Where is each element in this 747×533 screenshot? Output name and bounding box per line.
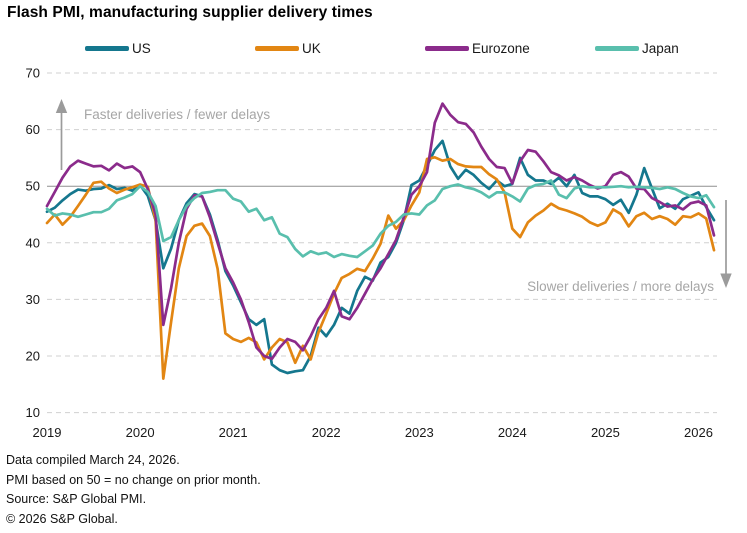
x-axis-label-2022: 2022: [312, 425, 341, 440]
annotation-faster-deliveries: Faster deliveries / fewer delays: [84, 107, 270, 122]
footer-source: Source: S&P Global PMI.: [6, 492, 147, 506]
legend-label-eurozone: Eurozone: [472, 40, 530, 56]
footer-pmi-note: PMI based on 50 = no change on prior mon…: [6, 472, 261, 487]
y-axis-label-20: 20: [26, 349, 40, 364]
y-axis-label-50: 50: [26, 179, 40, 194]
y-axis-label-60: 60: [26, 122, 40, 137]
axis-labels: 10 20 30 40 50 60 70 2019 2020 2021 2022 2023 2024 20…: [26, 66, 713, 441]
annotations: Faster deliveries / fewer delays Slower …: [55, 99, 732, 294]
x-axis-label-2019: 2019: [33, 425, 62, 440]
x-axis-label-2023: 2023: [405, 425, 434, 440]
x-axis-label-2021: 2021: [219, 425, 248, 440]
footer: Data compiled March 24, 2026. PMI based …: [6, 451, 261, 529]
legend-item-japan: Japan: [595, 40, 679, 56]
us-line-swatch: [85, 45, 129, 51]
legend-label-uk: UK: [302, 40, 321, 56]
japan-line-swatch: [595, 45, 639, 51]
down-arrow-icon: [720, 200, 732, 288]
uk-line: [45, 155, 716, 380]
japan-line: [45, 179, 716, 259]
up-arrow-icon: [55, 99, 68, 170]
footer-compiled-date: Data compiled March 24, 2026.: [6, 453, 180, 467]
x-axis-label-2020: 2020: [126, 425, 155, 440]
eurozone-line-swatch: [425, 45, 469, 51]
x-axis-label-2024: 2024: [498, 425, 527, 440]
y-axis-label-10: 10: [26, 405, 40, 420]
series-lines: [45, 102, 716, 380]
chart-title: Flash PMI, manufacturing supplier delive…: [7, 4, 373, 21]
x-axis-label-2026: 2026: [684, 425, 713, 440]
legend-item-eurozone: Eurozone: [425, 40, 530, 56]
legend-label-us: US: [132, 40, 151, 56]
annotation-slower-deliveries: Slower deliveries / more delays: [527, 279, 714, 294]
y-axis-label-30: 30: [26, 292, 40, 307]
y-axis-label-70: 70: [26, 66, 40, 81]
x-axis-label-2025: 2025: [591, 425, 620, 440]
eurozone-line: [45, 102, 716, 361]
footer-copyright: © 2026 S&P Global.: [6, 511, 118, 526]
legend-item-us: US: [85, 40, 151, 56]
uk-line-swatch: [255, 45, 299, 51]
y-axis-label-40: 40: [26, 235, 40, 250]
legend-label-japan: Japan: [642, 40, 679, 56]
legend-item-uk: UK: [255, 40, 321, 56]
